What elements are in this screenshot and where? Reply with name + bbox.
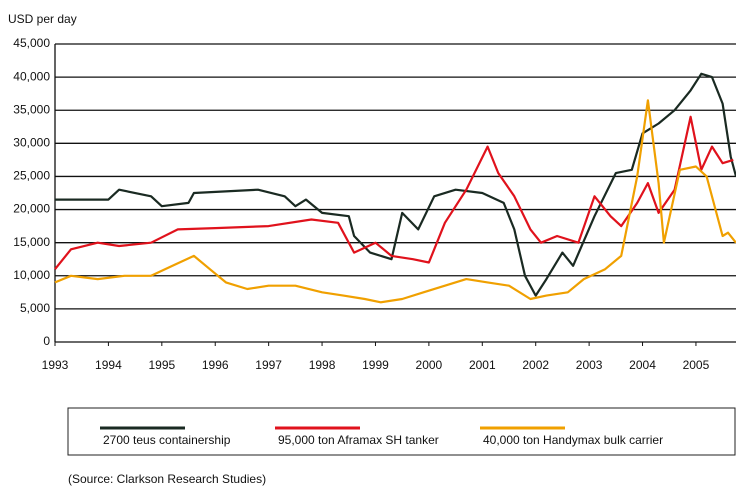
legend-label: 40,000 ton Handymax bulk carrier <box>483 433 663 447</box>
y-tick-label: 25,000 <box>13 169 50 183</box>
x-tick-label: 2004 <box>629 358 656 372</box>
legend-box <box>67 407 736 456</box>
x-tick-label: 2003 <box>576 358 603 372</box>
y-tick-label: 35,000 <box>13 102 50 116</box>
x-tick-label: 1998 <box>309 358 336 372</box>
source-note: (Source: Clarkson Research Studies) <box>68 472 266 486</box>
y-tick-label: 40,000 <box>13 69 50 83</box>
series-line <box>54 99 736 304</box>
x-tick-label: 2001 <box>469 358 496 372</box>
y-tick-label: 45,000 <box>13 36 50 50</box>
x-tick-label: 1993 <box>42 358 69 372</box>
y-tick-label: 20,000 <box>13 202 50 216</box>
x-tick-label: 2005 <box>683 358 710 372</box>
x-tick-label: 1999 <box>362 358 389 372</box>
x-tick-label: 2000 <box>416 358 443 372</box>
y-tick-label: 10,000 <box>13 268 50 282</box>
y-axis-label: USD per day <box>8 12 77 26</box>
legend-label: 95,000 ton Aframax SH tanker <box>278 433 439 447</box>
y-tick-label: 5,000 <box>20 301 50 315</box>
series-line <box>55 72 736 297</box>
y-tick-label: 30,000 <box>13 136 50 150</box>
legend-label: 2700 teus containership <box>103 433 231 447</box>
y-tick-label: 15,000 <box>13 235 50 249</box>
x-tick-label: 2002 <box>522 358 549 372</box>
x-tick-label: 1995 <box>148 358 175 372</box>
x-tick-label: 1997 <box>255 358 282 372</box>
x-tick-label: 1996 <box>202 358 229 372</box>
y-tick-label: 0 <box>43 334 50 348</box>
x-tick-label: 1994 <box>95 358 122 372</box>
